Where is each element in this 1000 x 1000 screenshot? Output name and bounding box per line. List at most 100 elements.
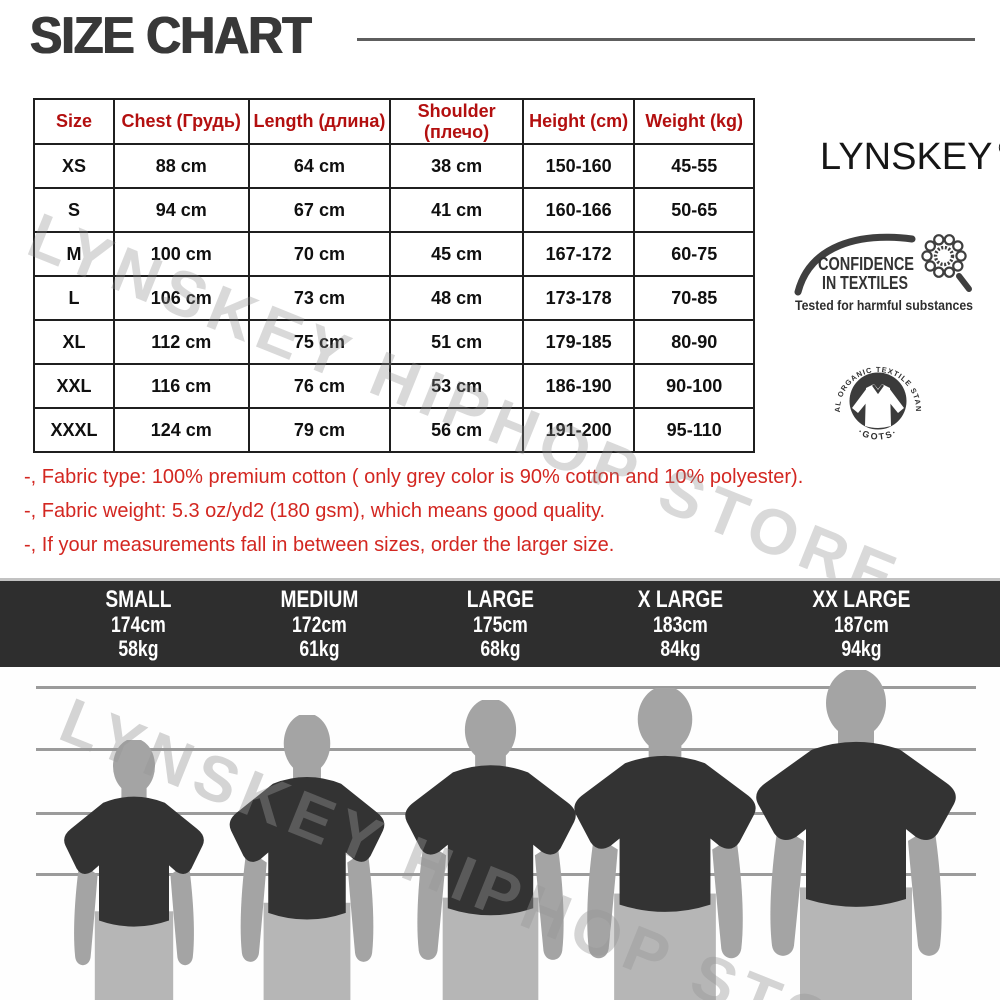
size-table-header-cell: Chest (Грудь) (112, 98, 250, 145)
size-guide-large: LARGE 175cm 68kg (428, 585, 573, 662)
size-cell: 80-90 (633, 319, 755, 365)
size-cell: 76 cm (247, 363, 392, 409)
title-rule (357, 38, 975, 41)
size-cell: 191-200 (521, 407, 636, 453)
size-cell: 64 cm (247, 143, 392, 189)
size-table-header-cell: Weight (kg) (633, 98, 755, 145)
size-guide-band: SMALL 174cm 58kg MEDIUM 172cm 61kg LARGE 175cm 6… (0, 581, 1000, 667)
page-title: SIZE CHART (30, 7, 312, 65)
size-cell: 179-185 (521, 319, 636, 365)
size-guide-weight: 84kg (660, 636, 701, 662)
size-cell: L (33, 275, 115, 321)
size-cell: 100 cm (112, 231, 250, 277)
size-guide-height: 187cm (834, 612, 889, 637)
brand-name: LYNSKEY (820, 136, 993, 178)
person-silhouette-xx-large (756, 670, 956, 1000)
size-guide-label: LARGE (466, 585, 534, 613)
size-cell: 95-110 (633, 407, 755, 453)
size-cell: 186-190 (521, 363, 636, 409)
size-cell: 173-178 (521, 275, 636, 321)
section-divider (0, 578, 1000, 581)
size-guide-label: SMALL (105, 585, 172, 613)
note-fabric-type: -, Fabric type: 100% premium cotton ( on… (24, 466, 804, 488)
registered-trademark-icon: ® (998, 137, 1000, 160)
size-table-header-cell: Size (33, 98, 115, 145)
size-row-xxxl: XXXL 124 cm 79 cm 56 cm 191-200 95-110 (33, 407, 755, 453)
size-guide-height: 172cm (291, 612, 347, 637)
size-guide-height: 183cm (653, 612, 709, 637)
size-cell: 56 cm (389, 407, 524, 453)
size-cell: XS (33, 143, 115, 189)
brand-logo: LYNSKEY® (820, 136, 1000, 179)
person-silhouette-small (64, 740, 204, 1000)
model-lineup-section: LYNSKEY HIPHOP STORE (0, 667, 1000, 1000)
size-guide-small: SMALL 174cm 58kg (66, 585, 211, 662)
size-cell: M (33, 231, 115, 277)
size-cell: 70 cm (247, 231, 392, 277)
size-cell: 45-55 (633, 143, 755, 189)
height-line (36, 686, 976, 689)
size-row-xxl: XXL 116 cm 76 cm 53 cm 186-190 90-100 (33, 363, 755, 409)
size-row-xl: XL 112 cm 75 cm 51 cm 179-185 80-90 (33, 319, 755, 365)
size-cell: 75 cm (247, 319, 392, 365)
confidence-in-textiles-badge: CONFIDENCE IN TEXTILES Tested for harmfu… (794, 233, 973, 313)
size-guide-weight: 68kg (479, 636, 521, 662)
size-cell: 51 cm (389, 319, 524, 365)
oeko-line1: CONFIDENCE (818, 254, 914, 274)
size-guide-weight: 61kg (299, 636, 340, 662)
size-cell: 124 cm (112, 407, 250, 453)
long-sleeve-shirt-icon (852, 384, 904, 428)
size-guide-weight: 94kg (841, 636, 882, 662)
size-row-s: S 94 cm 67 cm 41 cm 160-166 50-65 (33, 187, 755, 233)
size-cell: 45 cm (389, 231, 524, 277)
svg-text:·GOTS·: ·GOTS· (856, 426, 899, 441)
size-chart-section: LYNSKEY HIPHOP STORE SIZE CHART Size Ches… (18, 7, 1000, 578)
globe-icon (933, 245, 955, 267)
size-cell: 41 cm (389, 187, 524, 233)
size-guide-height: 174cm (110, 612, 166, 637)
size-cell: S (33, 187, 115, 233)
size-guide-label: X LARGE (638, 585, 724, 613)
size-cell: 48 cm (389, 275, 524, 321)
note-sizing-advice: -, If your measurements fall in between … (24, 534, 615, 556)
gots-bottom-text: ·GOTS· (856, 426, 897, 441)
size-cell: 94 cm (112, 187, 250, 233)
size-guide-x-large: X LARGE 183cm 84kg (608, 585, 753, 662)
size-cell: 79 cm (247, 407, 392, 453)
fabric-notes: -, Fabric type: 100% premium cotton ( on… (24, 466, 803, 568)
size-guide-label: MEDIUM (280, 585, 359, 613)
size-table-header-row: Size Chest (Грудь) Length (длина) Shoulder … (33, 98, 755, 145)
size-cell: 90-100 (633, 363, 755, 409)
size-row-l: L 106 cm 73 cm 48 cm 173-178 70-85 (33, 275, 755, 321)
size-cell: 150-160 (521, 143, 636, 189)
size-cell: 167-172 (521, 231, 636, 277)
collar-icon (872, 384, 884, 395)
size-cell: 73 cm (247, 275, 392, 321)
size-guide-medium: MEDIUM 172cm 61kg (247, 585, 392, 662)
size-row-m: M 100 cm 70 cm 45 cm 167-172 60-75 (33, 231, 755, 277)
oeko-line3: Tested for harmful substances (795, 298, 973, 313)
size-guide-label: XX LARGE (812, 585, 911, 613)
size-cell: 50-65 (633, 187, 755, 233)
size-cell: XXL (33, 363, 115, 409)
size-table: Size Chest (Грудь) Length (длина) Shoulder … (33, 98, 755, 453)
size-cell: 112 cm (112, 319, 250, 365)
person-silhouette-medium (229, 715, 385, 1000)
size-cell: 67 cm (247, 187, 392, 233)
note-fabric-weight: -, Fabric weight: 5.3 oz/yd2 (180 gsm), … (24, 500, 606, 522)
size-cell: XXXL (33, 407, 115, 453)
size-guide-weight: 58kg (118, 636, 159, 662)
size-cell: 160-166 (521, 187, 636, 233)
size-row-xs: XS 88 cm 64 cm 38 cm 150-160 45-55 (33, 143, 755, 189)
size-table-header-cell: Shoulder (плечо) (389, 98, 524, 145)
size-cell: 106 cm (112, 275, 250, 321)
size-cell: 116 cm (112, 363, 250, 409)
size-cell: 60-75 (633, 231, 755, 277)
size-cell: XL (33, 319, 115, 365)
size-guide-height: 175cm (472, 612, 528, 637)
size-table-header-cell: Length (длина) (247, 98, 392, 145)
gots-badge: GLOBAL ORGANIC TEXTILE STANDARD ·GOTS· (828, 354, 922, 442)
size-cell: 53 cm (389, 363, 524, 409)
size-guide-xx-large: XX LARGE 187cm 94kg (789, 585, 934, 662)
oeko-line2: IN TEXTILES (822, 273, 908, 293)
